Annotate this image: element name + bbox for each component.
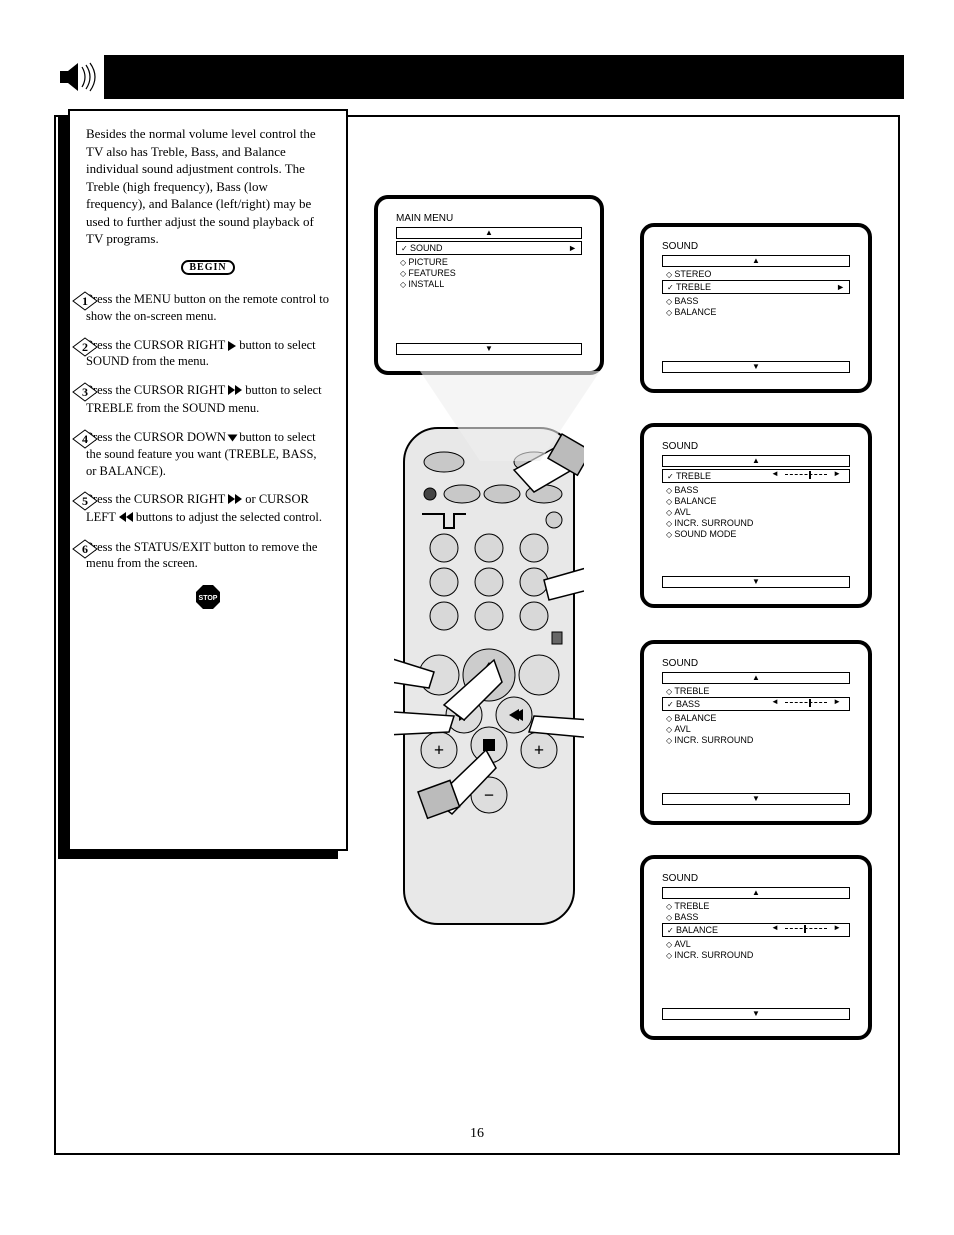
svg-text:6: 6 [82,542,88,556]
svg-text:3: 3 [82,385,88,399]
sel-treble: TREBLE [662,469,850,483]
menu-item: FEATURES [396,268,582,278]
scroll-up: ▲ [662,887,850,899]
step-6: Press the STATUS/EXIT button to remove t… [86,539,330,573]
menu-item: BASS [662,296,850,306]
step-2-icon: 2 [72,337,98,357]
remote-control: + + − [394,420,584,932]
step-1: Press the MENU button on the remote cont… [86,291,330,325]
svg-text:+: + [534,740,544,760]
sel-balance: BALANCE [662,923,850,937]
scroll-up: ▲ [396,227,582,239]
svg-text:+: + [434,740,444,760]
menu-item: BALANCE [662,307,850,317]
screen-heading: SOUND [662,241,850,252]
menu-item: BASS [662,912,850,922]
cursor-down-icon [228,434,238,441]
menu-item: INSTALL [396,279,582,289]
cursor-right-ff-icon-2 [228,492,242,509]
scroll-up: ▲ [662,255,850,267]
svg-text:2: 2 [82,340,88,354]
menu-item: AVL [662,724,850,734]
screen-heading: MAIN MENU [396,213,582,224]
scroll-down: ▼ [662,1008,850,1020]
svg-text:5: 5 [82,494,88,508]
screen-heading: SOUND [662,658,850,669]
scroll-down: ▼ [662,576,850,588]
menu-item: BASS [662,485,850,495]
step-4: Press the CURSOR DOWN button to select t… [86,429,330,480]
menu-item: AVL [662,507,850,517]
instruction-panel: Besides the normal volume level control … [68,109,348,851]
svg-text:1: 1 [82,294,88,308]
step-3-icon: 3 [72,382,98,402]
svg-text:−: − [484,785,494,805]
zoom-cone [410,371,610,461]
screen-heading: SOUND [662,873,850,884]
header-bar [104,55,904,99]
step-5: Press the CURSOR RIGHT or CURSOR LEFT bu… [86,491,330,526]
scroll-up: ▲ [662,672,850,684]
menu-item: STEREO [662,269,850,279]
menu-item: PICTURE [396,257,582,267]
step-1-icon: 1 [72,291,98,311]
screen-sound: SOUND ▲ STEREO TREBLE ► BASS BALANCE ▼ [640,223,872,393]
screen-main-menu: MAIN MENU ▲ SOUND ► PICTURE FEATURES INS… [374,195,604,375]
menu-item: INCR. SURROUND [662,950,850,960]
sel-sound: SOUND ► [396,241,582,255]
svg-text:4: 4 [82,432,88,446]
page-number: 16 [0,1126,954,1142]
screen-balance: SOUND ▲ TREBLE BASS BALANCE AVL INCR. SU… [640,855,872,1040]
svg-text:STOP: STOP [199,595,218,602]
cursor-right-icon [228,341,236,351]
menu-item: INCR. SURROUND [662,735,850,745]
sel-treble: TREBLE ► [662,280,850,294]
step-2: Press the CURSOR RIGHT button to select … [86,337,330,371]
menu-item: TREBLE [662,901,850,911]
screen-treble: SOUND ▲ TREBLE BASS BALANCE AVL INCR. SU… [640,423,872,608]
scroll-down: ▼ [662,793,850,805]
cursor-left-rw-icon [119,510,133,527]
begin-badge: BEGIN [181,260,234,275]
screen-bass: SOUND ▲ TREBLE BASS BALANCE AVL INCR. SU… [640,640,872,825]
screen-heading: SOUND [662,441,850,452]
scroll-down: ▼ [396,343,582,355]
menu-item: TREBLE [662,686,850,696]
scroll-down: ▼ [662,361,850,373]
menu-item: INCR. SURROUND [662,518,850,528]
step-6-icon: 6 [72,539,98,559]
menu-item: BALANCE [662,496,850,506]
step-5-icon: 5 [72,491,98,511]
menu-item: AVL [662,939,850,949]
sel-bass: BASS [662,697,850,711]
stop-badge: STOP [195,584,221,610]
speaker-icon [58,59,102,95]
cursor-right-ff-icon [228,383,242,400]
intro-text: Besides the normal volume level control … [86,125,330,248]
menu-item: BALANCE [662,713,850,723]
step-4-icon: 4 [72,429,98,449]
menu-item: SOUND MODE [662,529,850,539]
step-3: Press the CURSOR RIGHT button to select … [86,382,330,416]
scroll-up: ▲ [662,455,850,467]
